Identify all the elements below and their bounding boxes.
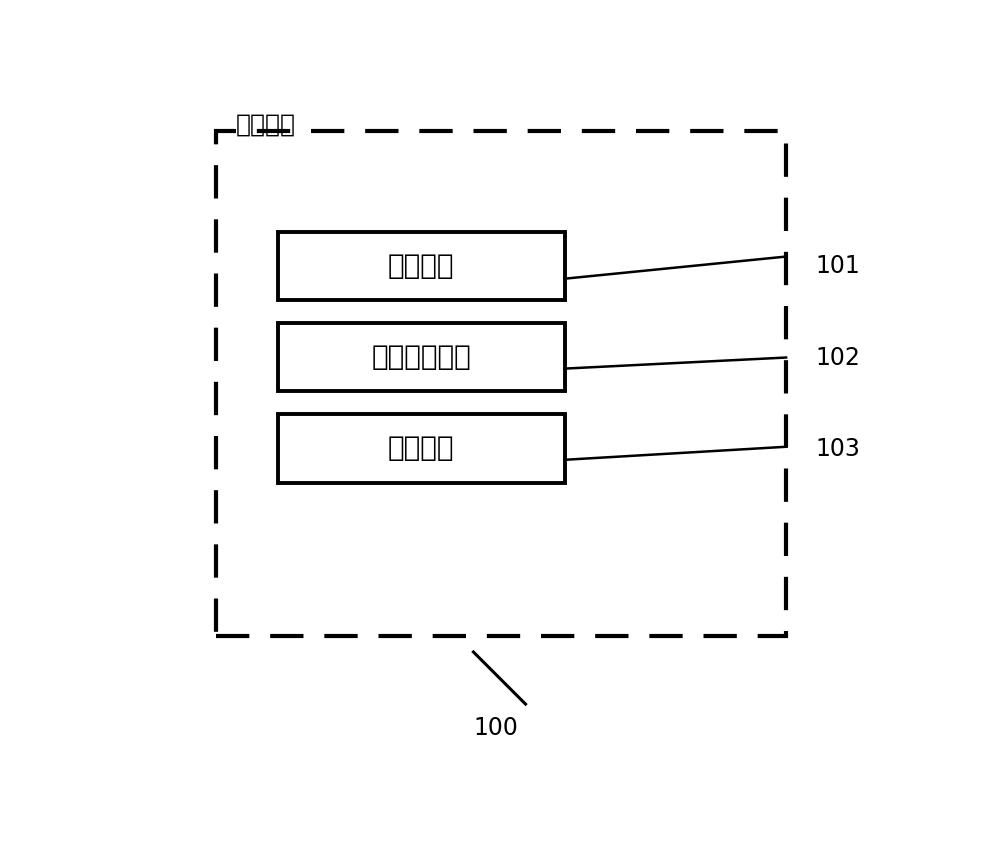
Bar: [216, 131, 786, 635]
Text: 102: 102: [815, 345, 860, 370]
Text: 100: 100: [474, 717, 519, 740]
Bar: [278, 323, 565, 392]
Text: 103: 103: [815, 437, 860, 461]
Text: 发送模块: 发送模块: [388, 434, 455, 463]
Bar: [278, 232, 565, 300]
Text: 接收模块: 接收模块: [388, 252, 455, 280]
Text: 101: 101: [815, 255, 860, 278]
Text: 云服务器: 云服务器: [236, 113, 296, 136]
Text: 分析识别模块: 分析识别模块: [371, 343, 471, 371]
Bar: [278, 415, 565, 482]
